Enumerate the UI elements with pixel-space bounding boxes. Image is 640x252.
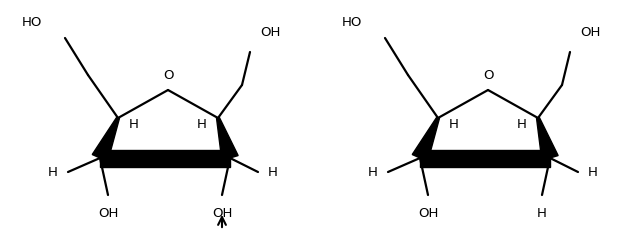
Text: OH: OH (418, 207, 438, 220)
Polygon shape (92, 117, 120, 162)
Text: H: H (129, 118, 139, 132)
Polygon shape (100, 149, 230, 167)
Text: O: O (163, 69, 173, 82)
Text: HO: HO (342, 16, 362, 28)
Text: H: H (517, 118, 527, 132)
Polygon shape (536, 118, 558, 161)
Text: OH: OH (260, 25, 280, 39)
Text: H: H (368, 166, 378, 178)
Polygon shape (412, 117, 440, 162)
Text: OH: OH (98, 207, 118, 220)
Text: O: O (483, 69, 493, 82)
Polygon shape (420, 149, 550, 167)
Text: H: H (449, 118, 459, 132)
Text: H: H (588, 166, 598, 178)
Text: OH: OH (212, 207, 232, 220)
Text: H: H (537, 207, 547, 220)
Text: HO: HO (22, 16, 42, 28)
Text: OH: OH (580, 25, 600, 39)
Text: H: H (197, 118, 207, 132)
Polygon shape (216, 118, 238, 161)
Text: H: H (48, 166, 58, 178)
Text: H: H (268, 166, 278, 178)
